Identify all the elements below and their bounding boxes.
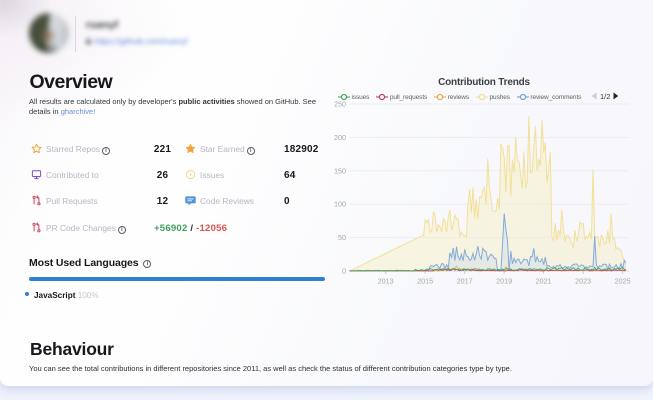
svg-text:2015: 2015 xyxy=(417,277,433,286)
svg-text:2013: 2013 xyxy=(378,277,394,286)
svg-text:2019: 2019 xyxy=(496,277,512,286)
svg-text:100: 100 xyxy=(334,200,346,209)
svg-text:2021: 2021 xyxy=(536,277,552,286)
svg-text:150: 150 xyxy=(334,166,346,175)
svg-text:2025: 2025 xyxy=(615,277,631,286)
svg-text:200: 200 xyxy=(334,133,346,142)
svg-text:0: 0 xyxy=(342,267,346,276)
svg-text:50: 50 xyxy=(338,233,346,242)
svg-text:250: 250 xyxy=(334,100,346,109)
svg-text:2023: 2023 xyxy=(575,277,591,286)
svg-text:2017: 2017 xyxy=(457,277,473,286)
